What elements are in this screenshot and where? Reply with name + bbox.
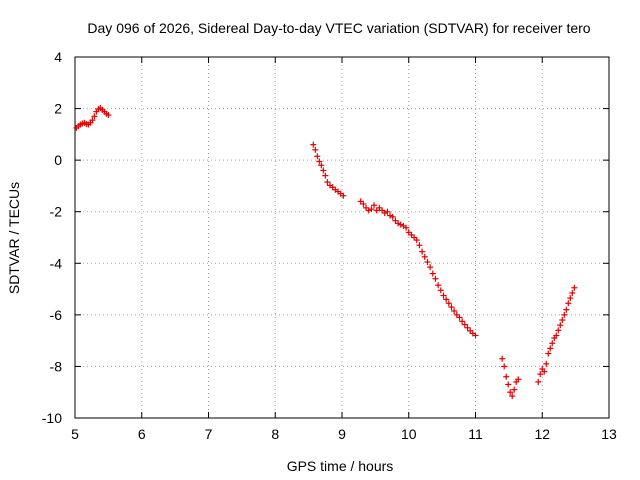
data-point — [443, 296, 450, 303]
y-tick-label: -10 — [42, 410, 62, 426]
data-point — [368, 206, 375, 213]
data-point — [318, 162, 325, 169]
data-point — [91, 113, 98, 120]
data-point — [472, 332, 479, 339]
data-point — [511, 386, 518, 393]
data-point — [505, 381, 512, 388]
x-axis-label: GPS time / hours — [287, 458, 394, 474]
data-point — [89, 117, 96, 124]
y-tick-label: 0 — [54, 152, 62, 168]
data-point — [397, 221, 404, 228]
y-tick-label: 2 — [54, 101, 62, 117]
data-point — [389, 213, 396, 220]
chart-title: Day 096 of 2026, Sidereal Day-to-day VTE… — [87, 20, 590, 36]
data-point — [459, 318, 466, 325]
data-point — [448, 304, 455, 311]
data-point — [541, 368, 548, 375]
y-tick-label: -4 — [50, 255, 63, 271]
x-tick-label: 12 — [534, 426, 550, 442]
data-point — [322, 172, 329, 179]
y-tick-label: 4 — [54, 49, 62, 65]
data-point — [387, 212, 394, 219]
data-point — [427, 264, 434, 271]
data-point — [451, 307, 458, 314]
data-point — [360, 200, 367, 207]
data-point — [456, 314, 463, 321]
data-point — [557, 322, 564, 329]
data-point — [440, 292, 447, 299]
data-point — [310, 141, 317, 148]
axis-ticks: 5 6 7 8 9 10 11 12 13 -10 -8 -6 -4 -2 0 2 4 — [42, 49, 617, 442]
data-point — [461, 321, 468, 328]
data-point — [105, 112, 112, 119]
x-tick-label: 9 — [338, 426, 346, 442]
data-point — [424, 258, 431, 265]
data-point — [547, 345, 554, 352]
data-point — [543, 360, 550, 367]
grid — [75, 57, 609, 418]
data-point — [499, 355, 506, 362]
data-point — [565, 300, 572, 307]
x-tick-label: 13 — [601, 426, 617, 442]
y-tick-label: -8 — [50, 358, 63, 374]
data-point — [555, 327, 562, 334]
data-point — [545, 350, 552, 357]
data-point — [571, 284, 578, 291]
data-point — [503, 373, 510, 380]
data-point — [381, 210, 388, 217]
data-point — [515, 376, 522, 383]
y-axis-label: SDTVAR / TECUs — [6, 182, 22, 294]
data-point — [324, 179, 331, 186]
data-point — [316, 158, 323, 165]
data-point — [445, 300, 452, 307]
data-point — [403, 224, 410, 231]
data-point — [416, 242, 423, 249]
data-point — [371, 202, 378, 209]
data-point — [569, 289, 576, 296]
data-point — [421, 253, 428, 260]
data-point — [567, 295, 574, 302]
data-point — [509, 393, 516, 400]
data-point — [340, 192, 347, 199]
data-point — [501, 363, 508, 370]
data-point — [537, 371, 544, 378]
data-point — [563, 306, 570, 313]
y-tick-label: -6 — [50, 307, 63, 323]
x-tick-label: 8 — [271, 426, 279, 442]
y-tick-label: -2 — [50, 204, 63, 220]
x-tick-label: 5 — [71, 426, 79, 442]
data-point — [561, 311, 568, 318]
data-points — [73, 105, 578, 400]
x-tick-label: 11 — [468, 426, 483, 442]
data-point — [432, 275, 439, 282]
data-point — [507, 389, 514, 396]
data-point — [419, 248, 426, 255]
data-point — [464, 324, 471, 331]
x-tick-label: 6 — [138, 426, 146, 442]
data-point — [437, 287, 444, 294]
data-point — [314, 153, 321, 160]
data-point — [365, 207, 372, 214]
data-point — [535, 378, 542, 385]
data-point — [549, 340, 556, 347]
data-point — [553, 332, 560, 339]
data-point — [312, 146, 319, 153]
data-point — [384, 208, 391, 215]
data-point — [429, 270, 436, 277]
x-tick-label: 7 — [205, 426, 213, 442]
data-point — [413, 237, 420, 244]
x-tick-label: 10 — [401, 426, 417, 442]
data-point — [395, 220, 402, 227]
data-point — [320, 167, 327, 174]
data-point — [559, 317, 566, 324]
data-point — [435, 282, 442, 289]
